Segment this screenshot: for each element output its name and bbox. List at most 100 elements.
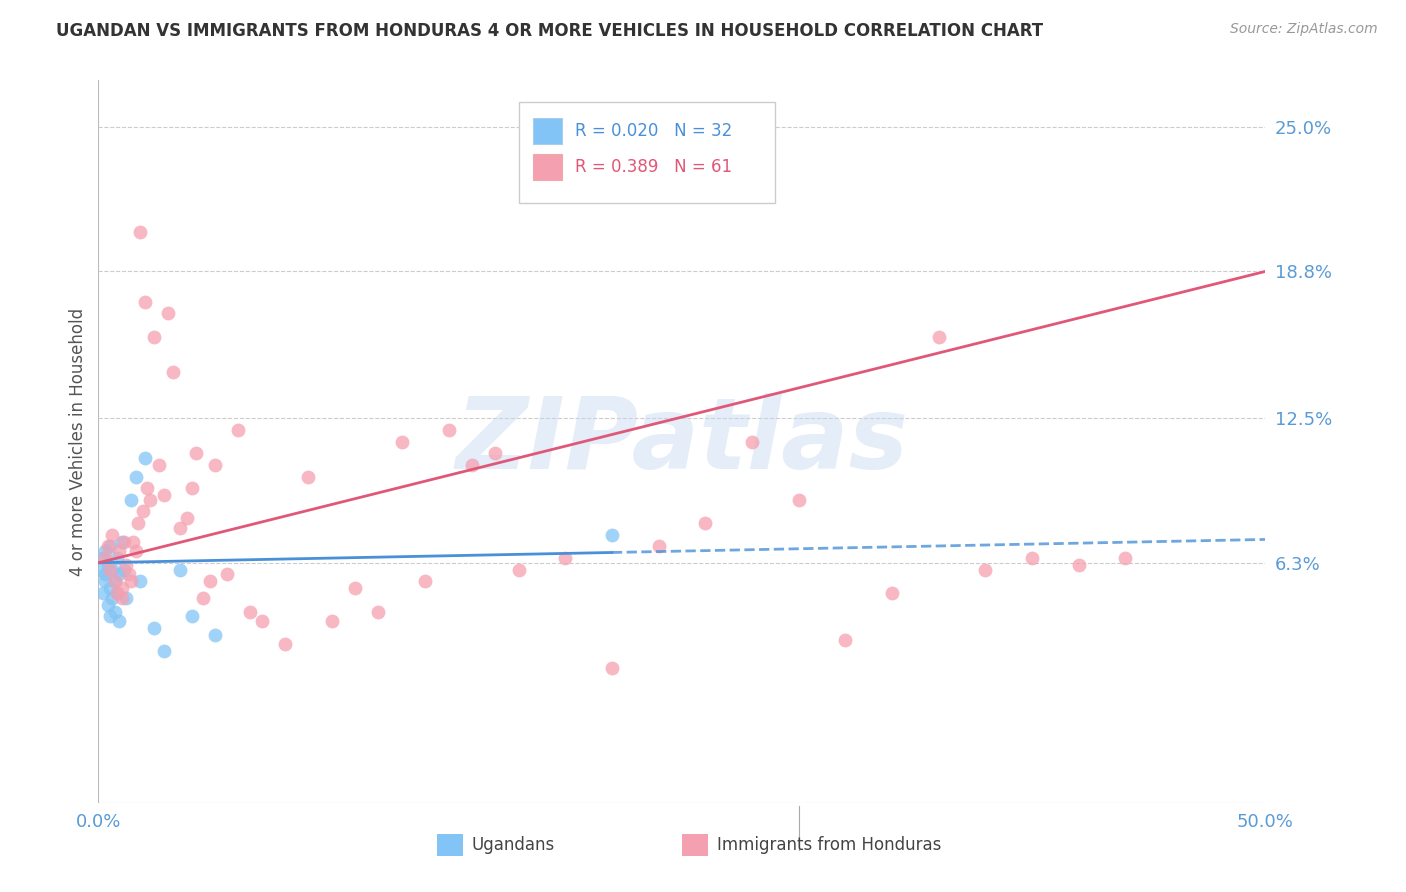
Point xyxy=(143,329,166,343)
Point xyxy=(120,492,142,507)
Text: Immigrants from Honduras: Immigrants from Honduras xyxy=(717,836,941,854)
Point xyxy=(152,488,174,502)
Point xyxy=(94,544,117,558)
Point xyxy=(111,582,134,596)
Point xyxy=(239,605,262,619)
Point xyxy=(134,294,156,309)
Point xyxy=(880,586,903,600)
Point xyxy=(122,534,145,549)
Point xyxy=(367,605,389,619)
Point xyxy=(91,586,114,600)
Point xyxy=(834,632,856,647)
FancyBboxPatch shape xyxy=(519,102,775,203)
Point xyxy=(1114,551,1136,566)
Text: ZIPatlas: ZIPatlas xyxy=(456,393,908,490)
Point xyxy=(108,614,131,628)
Point xyxy=(129,225,152,239)
Point xyxy=(974,563,997,577)
Point xyxy=(98,609,121,624)
Text: Source: ZipAtlas.com: Source: ZipAtlas.com xyxy=(1230,22,1378,37)
Point xyxy=(484,446,506,460)
Point xyxy=(176,511,198,525)
Point xyxy=(437,423,460,437)
Point xyxy=(169,563,191,577)
Point xyxy=(112,563,135,577)
Point xyxy=(104,574,127,589)
Point xyxy=(600,528,623,542)
Point xyxy=(112,534,135,549)
Point xyxy=(108,544,131,558)
Point xyxy=(741,434,763,449)
Point xyxy=(98,563,121,577)
Point xyxy=(97,598,120,612)
Point xyxy=(139,492,162,507)
Point xyxy=(125,469,148,483)
Point xyxy=(104,574,127,589)
Point xyxy=(125,544,148,558)
Point xyxy=(180,609,202,624)
Point xyxy=(413,574,436,589)
Point xyxy=(193,591,215,605)
Point xyxy=(101,591,124,605)
Point xyxy=(98,582,121,596)
Point xyxy=(132,504,155,518)
Point xyxy=(118,567,141,582)
Point xyxy=(162,365,184,379)
Point xyxy=(600,660,623,674)
Point xyxy=(115,558,138,572)
Point xyxy=(461,458,484,472)
Point xyxy=(321,614,343,628)
Point xyxy=(105,551,128,566)
Point xyxy=(344,582,367,596)
Point xyxy=(274,637,297,651)
Point xyxy=(120,574,142,589)
Point xyxy=(1067,558,1090,572)
Point xyxy=(105,586,128,600)
Bar xyxy=(533,119,562,144)
Point xyxy=(152,644,174,658)
Point xyxy=(111,534,134,549)
Point xyxy=(108,567,131,582)
Point xyxy=(204,458,226,472)
Point xyxy=(104,605,127,619)
Bar xyxy=(533,154,562,179)
Point xyxy=(647,540,669,554)
Point xyxy=(94,567,117,582)
Point xyxy=(143,621,166,635)
Point xyxy=(228,423,250,437)
Point xyxy=(928,329,950,343)
Point xyxy=(94,574,117,589)
Point xyxy=(204,628,226,642)
Point xyxy=(186,446,208,460)
Point xyxy=(127,516,149,530)
Text: R = 0.389   N = 61: R = 0.389 N = 61 xyxy=(575,158,731,176)
Point xyxy=(136,481,159,495)
Point xyxy=(169,521,191,535)
Point xyxy=(1021,551,1043,566)
Point xyxy=(554,551,576,566)
Point xyxy=(148,458,170,472)
Point xyxy=(215,567,238,582)
Point xyxy=(250,614,273,628)
Point xyxy=(115,591,138,605)
Point xyxy=(157,306,180,320)
Point xyxy=(129,574,152,589)
Point xyxy=(111,591,134,605)
Point xyxy=(695,516,717,530)
Point xyxy=(134,450,156,465)
Y-axis label: 4 or more Vehicles in Household: 4 or more Vehicles in Household xyxy=(69,308,87,575)
Point xyxy=(105,586,128,600)
Text: R = 0.020   N = 32: R = 0.020 N = 32 xyxy=(575,122,731,140)
Point xyxy=(94,551,117,566)
Point xyxy=(101,563,124,577)
Point xyxy=(97,540,120,554)
Point xyxy=(101,528,124,542)
Point xyxy=(90,563,112,577)
Point xyxy=(391,434,413,449)
Point xyxy=(91,551,114,566)
Bar xyxy=(437,834,463,855)
Point xyxy=(297,469,319,483)
Point xyxy=(98,540,121,554)
Text: UGANDAN VS IMMIGRANTS FROM HONDURAS 4 OR MORE VEHICLES IN HOUSEHOLD CORRELATION : UGANDAN VS IMMIGRANTS FROM HONDURAS 4 OR… xyxy=(56,22,1043,40)
Point xyxy=(97,558,120,572)
